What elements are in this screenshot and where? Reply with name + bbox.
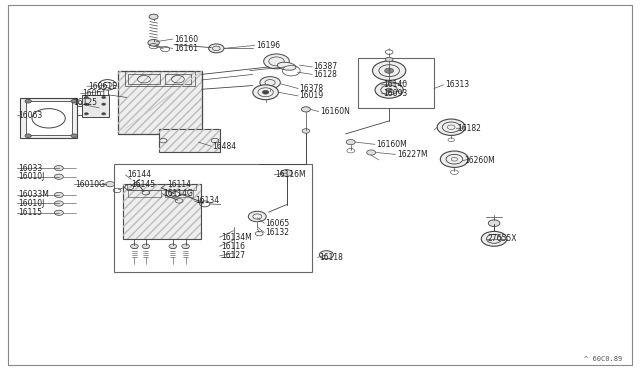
Bar [20, 98, 77, 138]
Text: 16010J: 16010J [18, 172, 44, 181]
Text: 16114G: 16114G [163, 189, 193, 198]
Circle shape [264, 54, 289, 69]
Text: 16010G: 16010G [76, 180, 106, 189]
Circle shape [54, 210, 63, 215]
Text: 16484: 16484 [212, 142, 237, 151]
Circle shape [25, 99, 31, 103]
Text: 16065: 16065 [266, 219, 290, 228]
Text: 16093: 16093 [383, 89, 407, 98]
Circle shape [54, 174, 63, 179]
Circle shape [488, 220, 500, 227]
Circle shape [248, 211, 266, 222]
Text: ^ 60C0.89: ^ 60C0.89 [584, 356, 622, 362]
Bar [125, 71, 195, 86]
Bar [118, 71, 202, 134]
Text: 16260M: 16260M [464, 156, 495, 165]
Circle shape [102, 96, 106, 99]
Bar [165, 74, 191, 84]
Text: 16134: 16134 [195, 196, 220, 205]
Bar [123, 184, 201, 239]
Circle shape [54, 192, 63, 198]
Circle shape [281, 170, 292, 176]
Text: 16063: 16063 [18, 111, 42, 120]
Circle shape [142, 244, 150, 248]
Text: 16019: 16019 [300, 92, 324, 100]
Text: 16378: 16378 [300, 84, 324, 93]
Text: 16116M: 16116M [275, 170, 306, 179]
Text: 16161: 16161 [174, 44, 198, 53]
Circle shape [209, 44, 224, 53]
Circle shape [385, 57, 393, 62]
Circle shape [302, 129, 310, 133]
Circle shape [372, 61, 406, 80]
Text: 16227M: 16227M [397, 150, 428, 159]
Circle shape [375, 82, 403, 98]
Text: 16196: 16196 [256, 41, 280, 50]
Text: 27655X: 27655X [488, 234, 517, 243]
Text: 16145: 16145 [131, 180, 156, 189]
Text: 16182: 16182 [458, 124, 481, 133]
Text: 16033: 16033 [18, 164, 42, 173]
Circle shape [260, 77, 280, 89]
Text: 16160: 16160 [174, 35, 198, 44]
Circle shape [106, 182, 115, 187]
Circle shape [367, 150, 376, 155]
Bar [165, 190, 193, 197]
Circle shape [386, 88, 392, 92]
Text: 16061E: 16061E [88, 82, 117, 91]
Circle shape [84, 103, 88, 105]
Circle shape [346, 140, 355, 145]
Circle shape [131, 244, 138, 248]
Text: 16115: 16115 [18, 208, 42, 217]
Text: 16140: 16140 [383, 80, 407, 89]
Circle shape [437, 119, 465, 135]
Text: 16160N: 16160N [320, 107, 350, 116]
Circle shape [25, 134, 31, 138]
Circle shape [319, 251, 333, 259]
Circle shape [148, 39, 159, 46]
Text: 16033M: 16033M [18, 190, 49, 199]
Text: 16116: 16116 [221, 242, 244, 251]
Circle shape [301, 107, 310, 112]
Bar [159, 129, 220, 152]
Bar [358, 58, 434, 108]
Circle shape [169, 244, 177, 248]
Circle shape [54, 166, 63, 171]
Text: 16127: 16127 [221, 251, 244, 260]
Text: 16114: 16114 [168, 180, 192, 189]
Circle shape [102, 103, 106, 105]
Text: 16160M: 16160M [376, 140, 407, 149]
Circle shape [84, 96, 88, 99]
Bar [114, 164, 312, 272]
Text: 16144: 16144 [127, 170, 151, 179]
Text: 16387: 16387 [314, 62, 338, 71]
Circle shape [84, 113, 88, 115]
Circle shape [71, 134, 77, 138]
Text: 16061: 16061 [82, 89, 106, 98]
Text: 16128: 16128 [314, 70, 337, 79]
Circle shape [54, 201, 63, 206]
Circle shape [102, 113, 106, 115]
Bar [128, 74, 160, 84]
Bar [82, 95, 109, 117]
Text: 16118: 16118 [319, 253, 342, 262]
Circle shape [385, 68, 394, 73]
Circle shape [253, 85, 278, 100]
Circle shape [149, 14, 158, 19]
Bar [26, 101, 72, 135]
Circle shape [481, 231, 507, 246]
Bar [127, 184, 196, 190]
Circle shape [440, 151, 468, 167]
Bar [128, 190, 161, 197]
Circle shape [182, 244, 189, 248]
Ellipse shape [277, 62, 296, 70]
Text: 16134M: 16134M [221, 233, 252, 242]
Text: 16010J: 16010J [18, 199, 44, 208]
Circle shape [262, 90, 269, 94]
Text: 16125: 16125 [74, 98, 98, 107]
Text: 16132: 16132 [266, 228, 289, 237]
Text: 16313: 16313 [445, 80, 469, 89]
Circle shape [71, 99, 77, 103]
